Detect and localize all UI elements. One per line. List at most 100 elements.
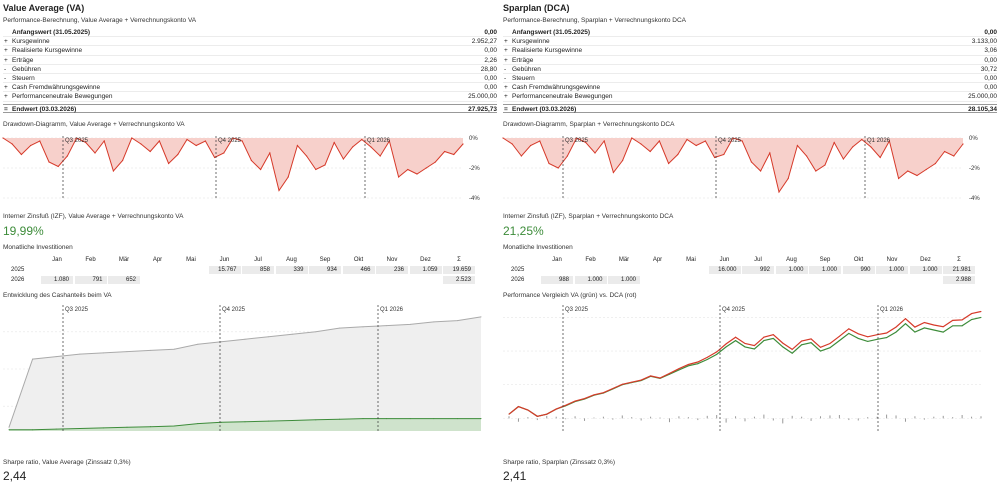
row-operator: + — [4, 38, 8, 46]
start-label: Anfangswert (31.05.2025) — [12, 29, 91, 36]
cash-point — [55, 356, 57, 358]
series-point — [716, 351, 718, 353]
row-value: 0,00 — [484, 47, 497, 55]
cash-point — [150, 426, 152, 428]
month-header: Mär — [618, 257, 630, 263]
drawdown-point — [760, 170, 762, 172]
cash-point — [268, 420, 270, 422]
y-tick-label: -2% — [469, 166, 480, 172]
series-point — [678, 368, 680, 370]
series-point — [621, 383, 623, 385]
month-header: Dez — [420, 257, 431, 263]
row-label: Cash Fremdwährungsgewinne — [512, 84, 601, 92]
daily-change-bar — [565, 418, 567, 420]
drawdown-area — [503, 138, 963, 192]
start-value-row: Anfangswert (31.05.2025) 0,00 — [503, 28, 997, 38]
series-point — [980, 311, 982, 313]
drawdown-point — [787, 177, 789, 180]
daily-change-bar — [536, 418, 538, 421]
drawdown-point — [907, 170, 909, 172]
drawdown-point — [186, 138, 188, 141]
cash-point — [79, 428, 81, 430]
series-point — [782, 346, 784, 348]
month-value: 339 — [275, 266, 308, 274]
drawdown-point — [342, 158, 344, 160]
drawdown-point — [640, 143, 642, 145]
month-value: 19.659 — [443, 266, 475, 274]
row-operator: + — [504, 56, 508, 64]
monthly-row: 2026 1.080 791 652 2.523 — [3, 275, 489, 285]
drawdown-point — [296, 144, 298, 147]
drawdown-point — [352, 146, 354, 148]
drawdown-point — [658, 140, 660, 142]
daily-change-bar — [574, 416, 576, 419]
cash-point — [433, 321, 435, 323]
end-label: Endwert (03.03.2026) — [12, 105, 77, 113]
quarter-label: Q3 2025 — [65, 307, 89, 313]
quarter-label: Q3 2025 — [65, 138, 89, 144]
drawdown-point — [612, 171, 614, 174]
series-point — [801, 344, 803, 346]
monthly-row: 2025 15.767 858 339 934 466 236 1.059 19.659 — [3, 265, 489, 275]
drawdown-point — [714, 156, 716, 159]
drawdown-point — [548, 162, 550, 165]
sharpe-title: Sharpe ratio, Value Average (Zinssatz 0,… — [3, 459, 131, 466]
month-value: 1.000 — [775, 266, 808, 274]
month-value: 15.767 — [208, 266, 241, 274]
series-point — [810, 342, 812, 344]
daily-change-bar — [546, 415, 548, 419]
quarter-label: Q1 2026 — [380, 307, 404, 313]
drawdown-point — [622, 159, 624, 162]
daily-change-bar — [584, 418, 586, 421]
performance-row: + Kursgewinne 3.133,00 — [503, 37, 997, 47]
drawdown-point — [260, 168, 262, 171]
drawdown-point — [566, 155, 568, 157]
cash-point — [291, 333, 293, 335]
row-value: 3.133,00 — [971, 38, 997, 46]
month-value: 934 — [309, 266, 341, 274]
daily-change-bar — [904, 418, 906, 422]
drawdown-point — [48, 161, 50, 163]
series-point — [895, 326, 897, 328]
row-value: 2.952,27 — [471, 38, 497, 46]
row-label: Gebühren — [12, 65, 41, 73]
cash-point — [197, 343, 199, 345]
drawdown-point — [278, 189, 280, 192]
daily-change-bar — [867, 417, 869, 419]
drawdown-point — [361, 138, 363, 141]
month-value: 990 — [842, 266, 875, 274]
daily-change-bar — [961, 415, 963, 419]
drawdown-point — [953, 155, 955, 157]
daily-change-bar — [801, 416, 803, 419]
month-value: 791 — [74, 276, 107, 284]
month-value: 1.000 — [909, 266, 942, 274]
series-point — [650, 375, 652, 377]
cash-point — [8, 429, 10, 431]
drawdown-title: Drawdown-Diagramm, Sparplan + Verrechnun… — [503, 121, 675, 128]
daily-change-bar — [631, 417, 633, 419]
daily-change-bar — [659, 417, 661, 419]
month-value: 992 — [742, 266, 774, 274]
drawdown-point — [333, 141, 335, 144]
month-header: Feb — [85, 257, 96, 263]
series-point — [706, 358, 708, 360]
sharpe-value: 2,41 — [503, 469, 527, 483]
drawdown-point — [214, 156, 216, 159]
daily-change-bar — [971, 416, 973, 419]
panel-title: Value Average (VA) — [3, 3, 85, 13]
cash-point — [362, 418, 364, 420]
series-point — [829, 342, 831, 344]
row-value: 0,00 — [984, 84, 997, 92]
row-label: Gebühren — [512, 65, 541, 73]
drawdown-point — [879, 156, 881, 159]
row-value: 30,72 — [980, 65, 997, 73]
series-point — [857, 337, 859, 339]
series-point — [508, 413, 510, 415]
quarter-label: Q1 2026 — [867, 138, 891, 144]
drawdown-point — [57, 165, 59, 168]
row-value: 3,06 — [984, 47, 997, 55]
row-operator: + — [4, 84, 8, 92]
y-tick-label: -4% — [969, 196, 980, 202]
drawdown-point — [315, 168, 317, 171]
month-header: Nov — [386, 257, 398, 263]
